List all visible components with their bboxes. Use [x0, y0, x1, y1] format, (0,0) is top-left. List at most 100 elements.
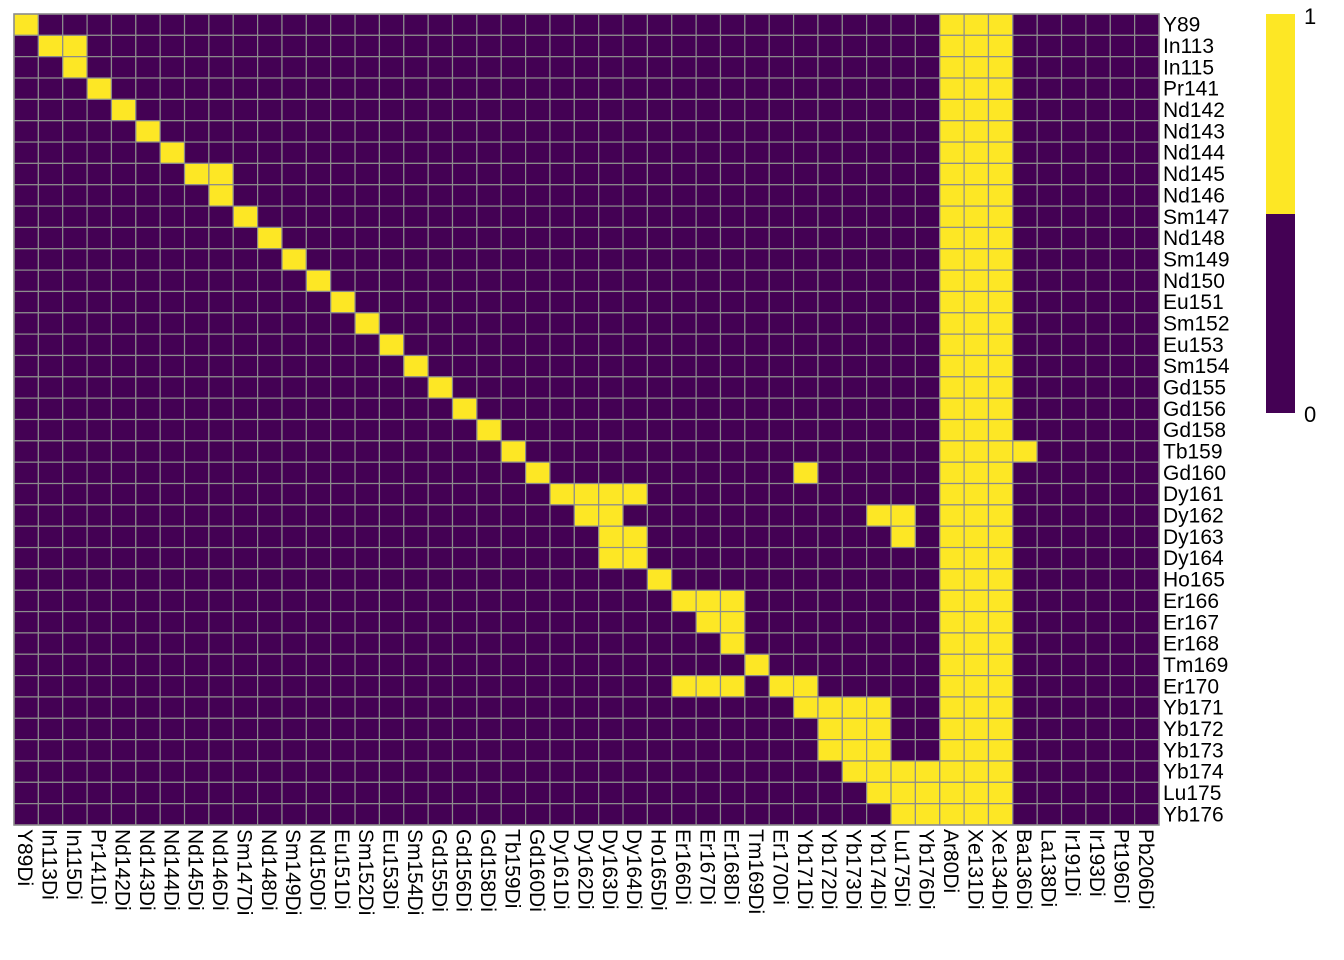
heatmap-cell — [476, 546, 502, 570]
heatmap-cell — [914, 760, 941, 783]
heatmap-cell — [183, 120, 210, 143]
heatmap-cell — [1060, 675, 1087, 698]
heatmap-cell — [1109, 120, 1136, 143]
heatmap-cell — [792, 589, 819, 613]
heatmap-cell — [817, 312, 843, 335]
heatmap-cell — [183, 717, 210, 741]
heatmap-cell — [744, 120, 770, 143]
heatmap-cell — [427, 354, 454, 378]
heatmap-cell — [159, 546, 186, 570]
row-label: Eu153 — [1163, 334, 1224, 357]
heatmap-cell — [281, 440, 307, 463]
heatmap-cell — [427, 141, 454, 164]
heatmap-cell — [110, 653, 137, 677]
heatmap-cell — [403, 546, 429, 570]
heatmap-cell — [939, 184, 965, 207]
heatmap-cell — [963, 504, 990, 527]
heatmap-cell — [646, 226, 673, 250]
heatmap-cell — [330, 397, 356, 421]
heatmap-cell — [257, 717, 283, 741]
heatmap-cell — [695, 376, 722, 399]
heatmap-cell — [524, 397, 551, 421]
heatmap-cell — [135, 440, 161, 463]
heatmap-cell — [281, 98, 307, 122]
heatmap-cell — [1109, 589, 1136, 613]
heatmap-cell — [37, 546, 64, 570]
heatmap-cell — [354, 525, 381, 549]
heatmap-cell — [62, 162, 88, 186]
heatmap-cell — [378, 739, 405, 762]
heatmap-cell — [817, 525, 843, 549]
heatmap-cell — [159, 226, 186, 250]
heatmap-cell — [744, 482, 770, 506]
heatmap-cell — [232, 354, 259, 378]
heatmap-cell — [695, 696, 722, 719]
heatmap-cell — [914, 461, 941, 485]
heatmap-cell — [476, 184, 502, 207]
heatmap-cell — [987, 184, 1014, 207]
heatmap-cell — [37, 56, 64, 79]
heatmap-cell — [257, 675, 283, 698]
heatmap-cell — [208, 13, 234, 36]
row-label: Nd142 — [1163, 99, 1225, 122]
heatmap-cell — [939, 717, 965, 741]
heatmap-cell — [330, 803, 356, 826]
heatmap-cell — [354, 803, 381, 826]
heatmap-cell — [378, 696, 405, 719]
heatmap-cell — [62, 34, 88, 58]
heatmap-cell — [110, 504, 137, 527]
heatmap-cell — [86, 120, 113, 143]
heatmap-cell — [1060, 77, 1087, 100]
heatmap-cell — [451, 717, 478, 741]
heatmap-cell — [890, 803, 916, 826]
heatmap-cell — [646, 77, 673, 100]
heatmap-cell — [671, 34, 697, 58]
heatmap-cell — [62, 248, 88, 271]
heatmap-cell — [500, 205, 527, 229]
heatmap-cell — [451, 312, 478, 335]
heatmap-cell — [13, 675, 39, 698]
heatmap-cell — [232, 504, 259, 527]
column-label: Pt196Di — [1109, 829, 1132, 904]
heatmap-cell — [427, 418, 454, 442]
heatmap-cell — [598, 312, 624, 335]
heatmap-cell — [646, 568, 673, 591]
row-label: Er167 — [1163, 611, 1219, 634]
heatmap-cell — [939, 34, 965, 58]
heatmap-cell — [13, 781, 39, 805]
heatmap-cell — [573, 354, 600, 378]
heatmap-cell — [500, 120, 527, 143]
heatmap-cell — [1060, 13, 1087, 36]
heatmap-cell — [1036, 504, 1063, 527]
heatmap-cell — [1036, 760, 1063, 783]
heatmap-cell — [841, 13, 868, 36]
heatmap-cell — [890, 34, 916, 58]
heatmap-cell — [37, 717, 64, 741]
heatmap-cell — [866, 739, 892, 762]
heatmap-cell — [354, 632, 381, 655]
heatmap-cell — [378, 312, 405, 335]
heatmap-cell — [354, 98, 381, 122]
heatmap-cell — [354, 653, 381, 677]
column-label: Sm152Di — [354, 829, 377, 915]
heatmap-cell — [646, 482, 673, 506]
heatmap-cell — [378, 376, 405, 399]
heatmap-cell — [646, 120, 673, 143]
heatmap-cell — [451, 120, 478, 143]
heatmap-cell — [890, 653, 916, 677]
heatmap-cell — [330, 632, 356, 655]
heatmap-cell — [1012, 184, 1038, 207]
heatmap-cell — [451, 739, 478, 762]
heatmap-cell — [208, 34, 234, 58]
heatmap-cell — [622, 504, 648, 527]
heatmap-cell — [281, 803, 307, 826]
heatmap-cell — [305, 226, 332, 250]
heatmap-cell — [232, 525, 259, 549]
heatmap-cell — [622, 184, 648, 207]
heatmap-cell — [646, 675, 673, 698]
heatmap-cell — [987, 376, 1014, 399]
heatmap-cell — [768, 482, 795, 506]
heatmap-cell — [1060, 739, 1087, 762]
heatmap-cell — [257, 397, 283, 421]
